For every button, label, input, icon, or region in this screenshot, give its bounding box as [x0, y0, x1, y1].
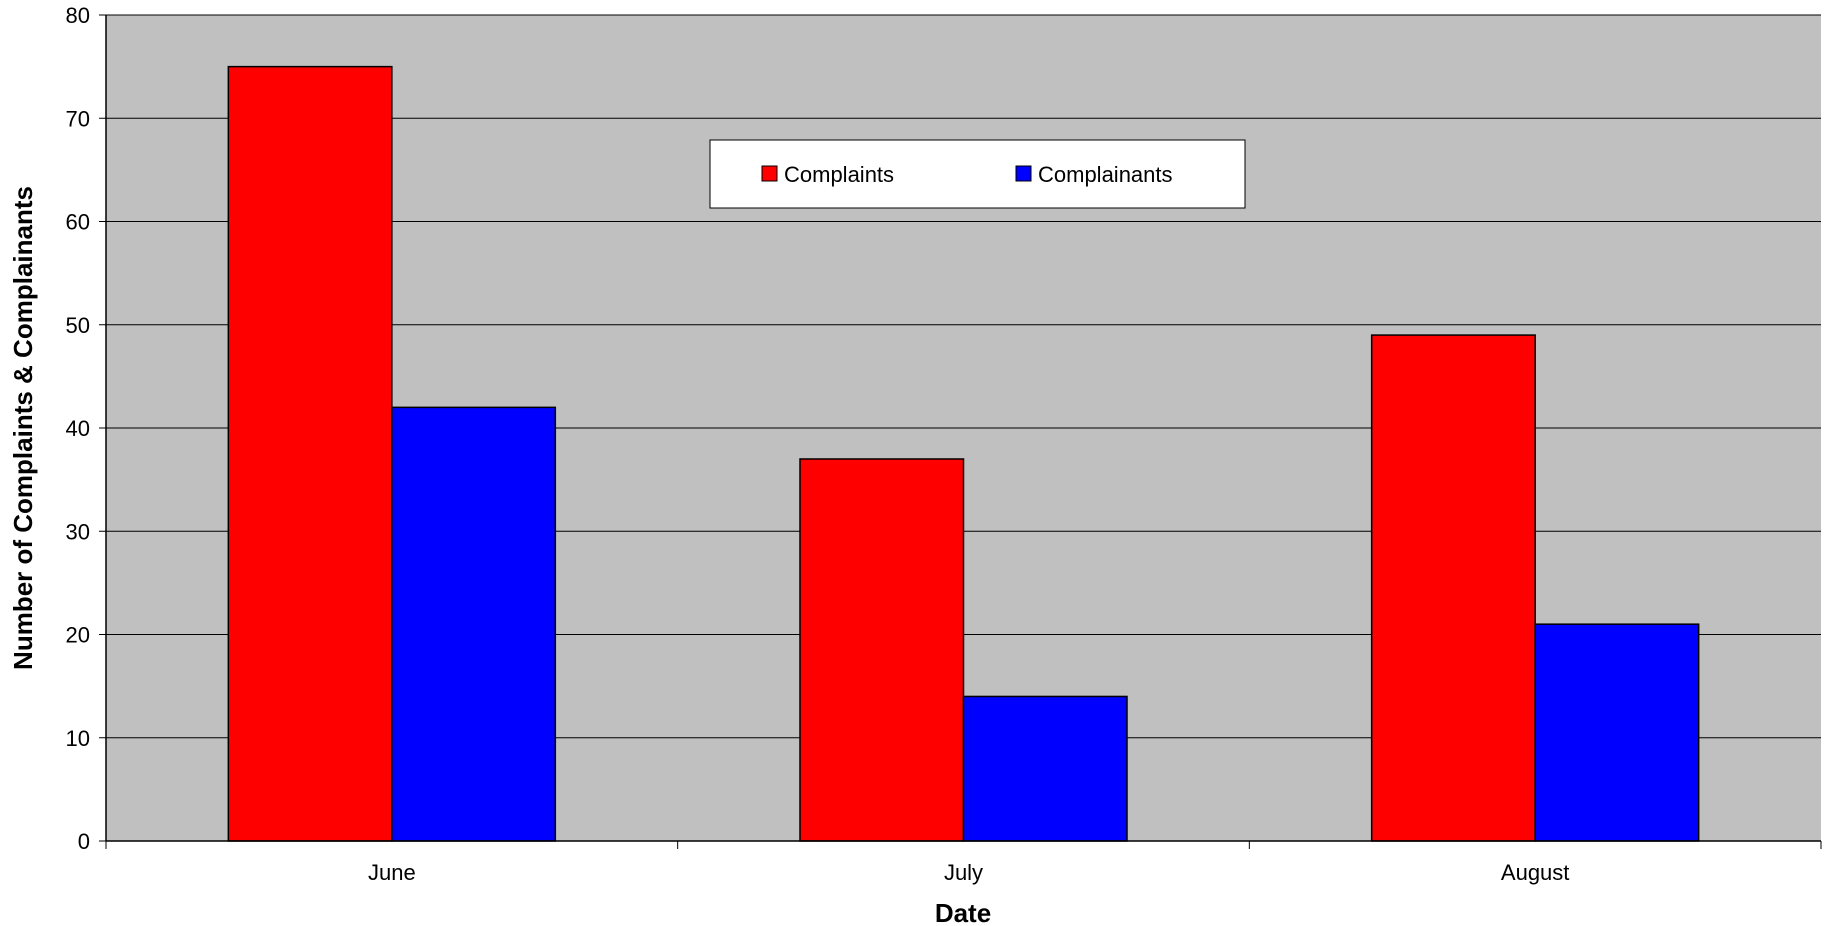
y-tick-label: 70	[66, 106, 90, 131]
legend: Complaints Complainants	[709, 139, 1246, 209]
tick-labels: 0 10 20 30 40 50 60 70 80 June July August	[66, 3, 1570, 885]
axes	[99, 14, 1822, 849]
x-tick-label: July	[944, 860, 983, 885]
y-tick-label: 50	[66, 313, 90, 338]
y-tick-label: 30	[66, 519, 90, 544]
legend-label-complainants: Complainants	[1038, 162, 1173, 187]
legend-swatch-complainants	[1015, 165, 1032, 182]
y-tick-label: 80	[66, 3, 90, 28]
legend-swatch-complaints	[761, 165, 778, 182]
x-tick-label: June	[368, 860, 416, 885]
x-axis-label: Date	[935, 898, 991, 926]
y-tick-label: 20	[66, 623, 90, 648]
y-tick-label: 0	[78, 829, 90, 854]
y-axis-label: Number of Complaints & Complainants	[8, 186, 38, 670]
legend-box	[709, 139, 1246, 209]
y-tick-label: 60	[66, 210, 90, 235]
bar-complainants-august	[1534, 623, 1700, 842]
bar-complaints-july	[799, 458, 965, 842]
y-tick-label: 40	[66, 416, 90, 441]
legend-label-complaints: Complaints	[784, 162, 894, 187]
bar-complaints-august	[1370, 334, 1536, 842]
x-tick-label: August	[1501, 860, 1570, 885]
bar-complainants-june	[391, 406, 557, 842]
y-tick-label: 10	[66, 726, 90, 751]
bar-complainants-july	[962, 695, 1128, 842]
bar-complaints-june	[227, 65, 393, 842]
bars	[227, 65, 1700, 842]
